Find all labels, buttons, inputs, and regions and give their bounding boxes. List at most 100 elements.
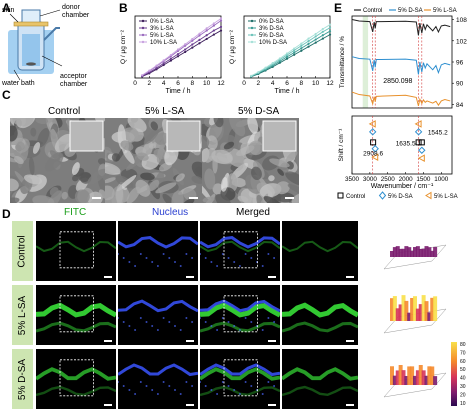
sem-dsa-grain-76 bbox=[286, 161, 294, 170]
colorbar-gradient bbox=[451, 342, 457, 406]
sem-dsa-grain-82 bbox=[211, 149, 233, 164]
tile-dsa-nucleus-nucleus-dot-2 bbox=[128, 389, 131, 391]
tile-control-merged-nucleus-dot-8 bbox=[244, 253, 247, 255]
tile-lsa-surface bbox=[380, 285, 450, 345]
e-bottom-xtick-label-1: 3000 bbox=[363, 176, 378, 183]
tile-control-merged-nucleus-dot-4 bbox=[221, 253, 224, 255]
tile-control-nucleus-nucleus-dot-2 bbox=[128, 261, 131, 263]
tile-art-lsa-fitc bbox=[36, 295, 116, 342]
tile-control-nucleus-nucleus-dot-11 bbox=[179, 265, 182, 267]
e-bottom-point-1-1 bbox=[371, 144, 379, 153]
sem-lsa-grain-85 bbox=[105, 162, 121, 175]
sem-control-grain-41 bbox=[37, 128, 50, 148]
tile-dsa-fitc-scalebar bbox=[104, 404, 112, 406]
tile-lsa-merged-nucleus-dot-0 bbox=[200, 317, 201, 319]
b-left-point-0-3 bbox=[162, 63, 165, 67]
tile-lsa-surface-surface-peak-0 bbox=[390, 298, 394, 321]
tile-control-nucleus-nucleus-dot-6 bbox=[151, 261, 154, 263]
b-right-point-3-7 bbox=[300, 42, 303, 45]
sem-lsa-grain-33 bbox=[191, 175, 203, 184]
sem-dsa-grain-39 bbox=[256, 194, 264, 203]
sem-control-grain-76 bbox=[12, 118, 34, 127]
tile-lsa-merged-nucleus-dot-13 bbox=[273, 321, 276, 323]
tile-dsa-nucleus-nucleus-dot-4 bbox=[139, 381, 142, 383]
tile-lsa-merged-nucleus-dot-2 bbox=[210, 325, 213, 327]
tile-lsa-surface-surface-peak-6 bbox=[407, 312, 412, 321]
sem-control-grain-54 bbox=[10, 156, 18, 163]
colorbar-tick-7: 10 bbox=[460, 401, 466, 407]
tile-dsa-zoom-scalebar bbox=[346, 404, 354, 406]
colorbar-tick-3: 50 bbox=[460, 367, 466, 373]
e-bottom-xtick-label-2: 2500 bbox=[381, 176, 396, 183]
b-right-point-1-7 bbox=[300, 47, 303, 50]
b-left-xtick-label-5: 10 bbox=[203, 80, 211, 87]
tile-lsa-nucleus-nucleus-dot-9 bbox=[168, 321, 171, 323]
tile-art-dsa-zoom bbox=[282, 367, 358, 406]
tile-control-merged-nucleus-band bbox=[200, 236, 280, 249]
sem-dsa-grain-70 bbox=[223, 141, 235, 150]
sem-control-grain-79 bbox=[14, 155, 24, 165]
tile-control-merged-nucleus-dot-3 bbox=[216, 265, 219, 267]
b-right-xtick-label-0: 0 bbox=[242, 80, 246, 87]
skin-label: skin bbox=[2, 7, 15, 14]
b-right-point-1-8 bbox=[307, 42, 310, 46]
tile-dsa-merged-nucleus-dot-13 bbox=[273, 385, 276, 387]
row-label-dsa: 5% D-SA bbox=[12, 349, 33, 409]
b-right-point-3-5 bbox=[285, 52, 289, 55]
b-right-point-0-4 bbox=[278, 61, 281, 64]
e-top-series-line-2 bbox=[351, 91, 451, 107]
colorbar-tick-1: 70 bbox=[460, 350, 466, 356]
sem-title-lsa: 5% L-SA bbox=[145, 106, 185, 117]
b-right-point-1-10 bbox=[321, 34, 324, 37]
inner-fluid bbox=[22, 34, 40, 66]
tile-dsa-surface-surface-peak-6 bbox=[407, 366, 412, 385]
b-left-point-0-4 bbox=[169, 59, 172, 62]
acceptor-line-1: acceptor bbox=[60, 73, 88, 80]
tile-dsa-merged-nucleus-dot-7 bbox=[238, 393, 241, 395]
sem-dsa-grain-58 bbox=[202, 181, 212, 201]
tile-lsa-merged-nucleus-dot-6 bbox=[233, 325, 236, 327]
tile-art-control-nucleus bbox=[118, 236, 198, 278]
b-right-series-line-3 bbox=[250, 24, 331, 77]
b-right-point-2-9 bbox=[314, 35, 317, 38]
tile-lsa-nucleus-nucleus-dot-3 bbox=[134, 329, 137, 331]
b-left-point-2-6 bbox=[184, 44, 187, 47]
e-top-ytick-label-4: 108 bbox=[456, 17, 467, 24]
tile-lsa-zoom-fitc-band-2 bbox=[282, 321, 358, 333]
tile-dsa-merged-nucleus-dot-1 bbox=[204, 385, 207, 387]
e-top-ytick-label-1: 90 bbox=[456, 81, 464, 88]
b-right-point-3-10 bbox=[321, 27, 324, 31]
b-left-point-3-9 bbox=[205, 27, 208, 30]
b-left-point-1-3 bbox=[162, 62, 165, 65]
e-bottom-legend-label-0: Control bbox=[346, 194, 365, 200]
sem-dsa-grain-75 bbox=[268, 175, 275, 182]
colorbar-tick-2: 60 bbox=[460, 359, 466, 365]
tile-lsa-surface-surface-peak-14 bbox=[430, 297, 435, 321]
tile-dsa-zoom-fitc-band-2 bbox=[282, 385, 358, 397]
b-left-point-3-8 bbox=[198, 32, 201, 35]
tile-control-merged-nucleus-dot-5 bbox=[227, 257, 230, 259]
b-right-xtick-label-4: 8 bbox=[300, 80, 304, 87]
header-merged: Merged bbox=[236, 207, 270, 218]
tile-art-lsa-zoom bbox=[282, 302, 358, 342]
tile-control-surface bbox=[380, 221, 450, 281]
b-left-point-0-5 bbox=[176, 55, 180, 58]
sem-lsa-grain-57 bbox=[105, 185, 115, 201]
tile-dsa-surface-surface-peak-10 bbox=[418, 365, 423, 385]
b-left-point-3-5 bbox=[176, 48, 180, 51]
sem-dsa-grain-81 bbox=[263, 196, 284, 203]
b-left-xtick-label-6: 12 bbox=[217, 80, 225, 87]
b-left-xlabel: Time / h bbox=[165, 88, 190, 95]
tile-lsa-nucleus bbox=[118, 285, 198, 345]
bath-pointer bbox=[13, 69, 21, 81]
tile-dsa-nucleus-nucleus-dot-10 bbox=[174, 389, 176, 391]
sem-lsa-grain-26 bbox=[143, 129, 159, 145]
b-left-point-3-11 bbox=[219, 17, 223, 20]
sem-control-grain-71 bbox=[87, 168, 106, 185]
tile-dsa-nucleus-nucleus-dot-3 bbox=[134, 393, 137, 395]
tile-dsa-surface-surface-peak-13 bbox=[427, 366, 432, 385]
tile-control-nucleus-nucleus-dot-10 bbox=[174, 261, 176, 263]
tile-control-merged-nucleus-dot-13 bbox=[273, 257, 276, 259]
e-bottom-legend-marker-2 bbox=[425, 191, 432, 200]
